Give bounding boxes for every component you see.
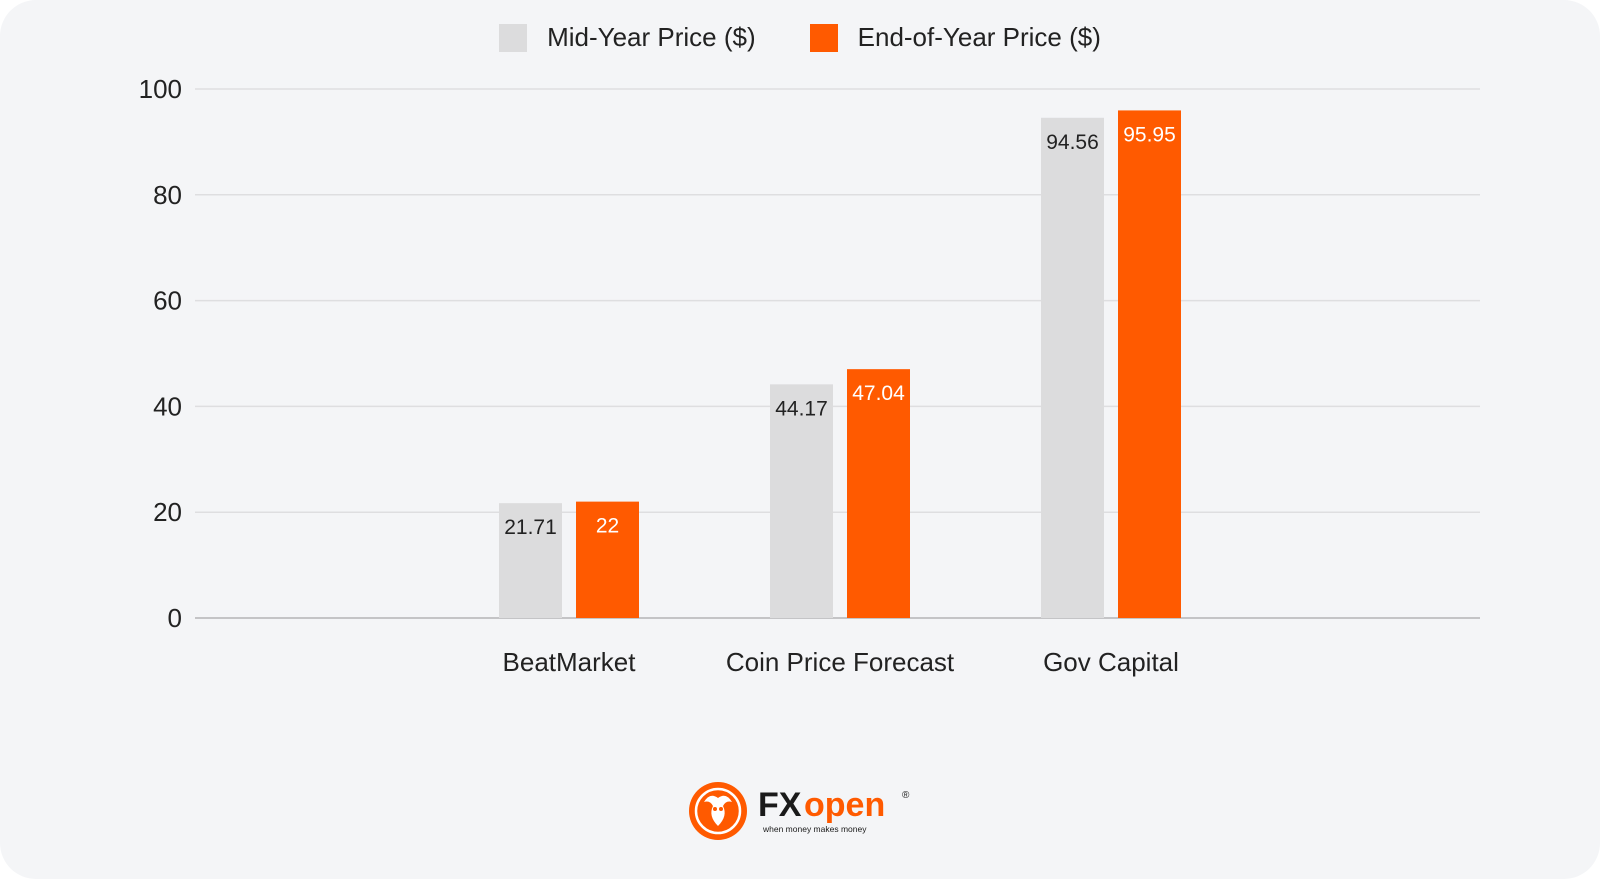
legend-item-mid-year: Mid-Year Price ($) bbox=[499, 22, 756, 53]
legend-swatch-end-of-year bbox=[809, 23, 838, 52]
bar-chart: 0 20 40 60 80 100 21.71 22 BeatMarket 44.17 47.04 C… bbox=[139, 74, 1480, 677]
y-tick-label: 100 bbox=[139, 74, 182, 104]
bar bbox=[1041, 117, 1104, 619]
bar-value-label: 94.56 bbox=[1046, 131, 1099, 154]
x-category-label: Gov Capital bbox=[1043, 647, 1179, 677]
bar bbox=[1118, 110, 1181, 618]
y-tick-label: 40 bbox=[153, 391, 182, 421]
legend-item-end-of-year: End-of-Year Price ($) bbox=[809, 22, 1101, 53]
y-tick-label: 20 bbox=[153, 497, 182, 527]
logo-brand-fx: FX bbox=[758, 786, 802, 824]
bar-value-label: 47.04 bbox=[852, 382, 905, 405]
fxopen-logo: FX open ® when money makes money bbox=[686, 776, 926, 846]
bar bbox=[770, 384, 833, 618]
bar bbox=[847, 369, 910, 618]
bar-value-label: 44.17 bbox=[775, 397, 828, 420]
bar-value-label: 95.95 bbox=[1123, 123, 1176, 146]
bar-value-label: 21.71 bbox=[504, 516, 557, 539]
x-category-label: Coin Price Forecast bbox=[726, 647, 955, 677]
logo-brand-open: open bbox=[804, 786, 885, 824]
bull-icon bbox=[689, 782, 747, 840]
x-category-label: BeatMarket bbox=[503, 647, 637, 677]
legend-swatch-mid-year bbox=[499, 23, 528, 52]
legend-label-mid-year: Mid-Year Price ($) bbox=[547, 22, 756, 52]
y-tick-label: 80 bbox=[153, 180, 182, 210]
legend-label-end-of-year: End-of-Year Price ($) bbox=[857, 22, 1101, 52]
bar-value-label: 22 bbox=[596, 515, 619, 538]
y-tick-label: 0 bbox=[168, 603, 182, 633]
legend: Mid-Year Price ($) End-of-Year Price ($) bbox=[0, 22, 1600, 53]
bar bbox=[499, 503, 562, 618]
y-tick-label: 60 bbox=[153, 286, 182, 316]
bar bbox=[576, 501, 639, 618]
logo-graphic: FX open ® when money makes money bbox=[689, 782, 910, 840]
logo-tagline: when money makes money bbox=[762, 824, 867, 834]
logo-registered-mark: ® bbox=[902, 790, 910, 801]
